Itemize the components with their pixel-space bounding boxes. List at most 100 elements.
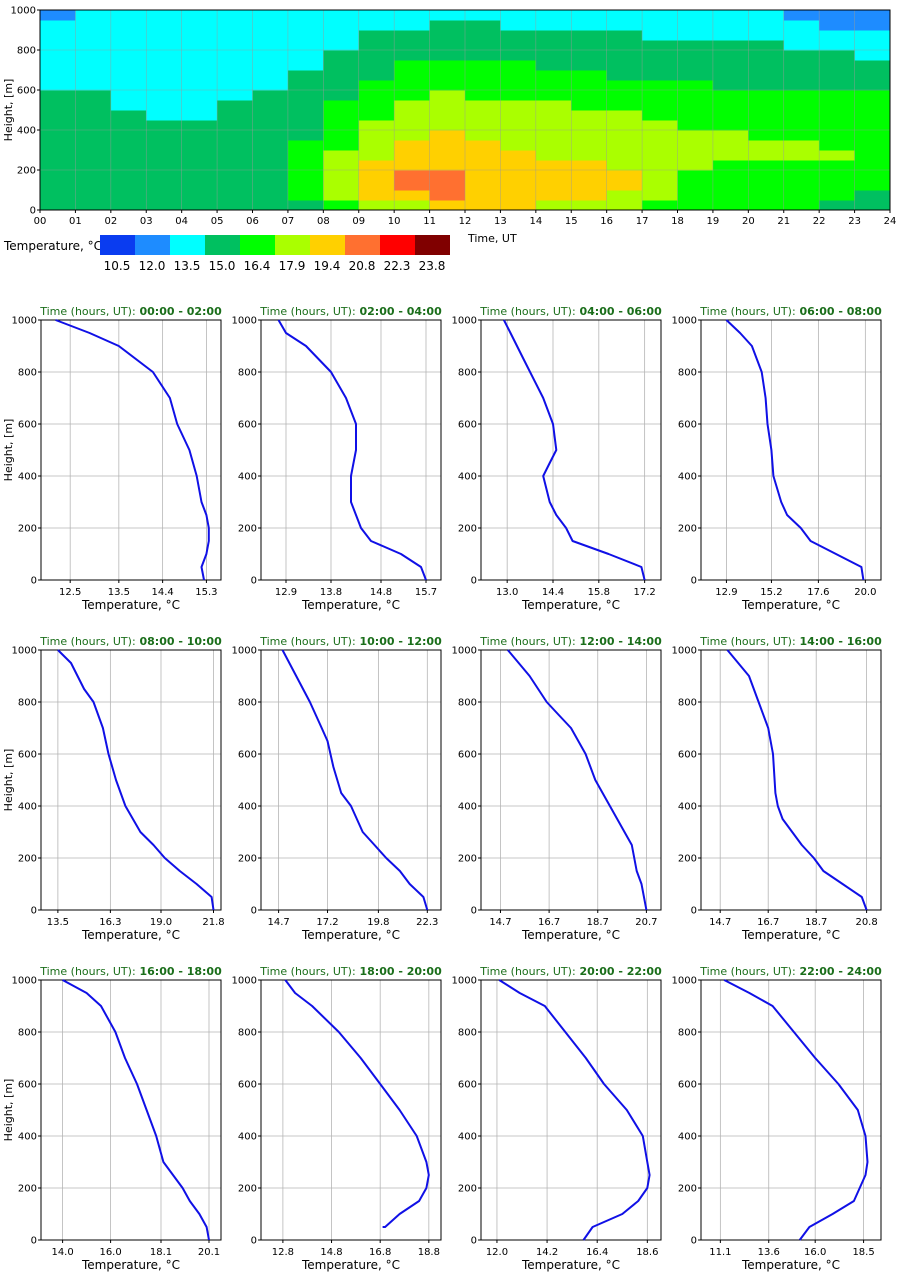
heatmap-cell [358,120,395,131]
profile-title: Time (hours, UT): 10:00 - 12:00 [259,635,442,648]
heatmap-cell [712,170,749,181]
heatmap-cell [358,30,395,41]
heatmap-cell [287,30,324,41]
heatmap-cell [394,20,431,31]
profile-x-tick-label: 15.7 [415,587,437,598]
heatmap-cell [146,150,183,161]
heatmap-cell [819,90,856,101]
profile-y-tick-label: 400 [18,802,37,813]
heatmap-cell [181,130,218,141]
heatmap-cell [358,100,395,111]
profile-x-label: Temperature, °C [741,928,840,942]
profile-title-range: 18:00 - 20:00 [356,965,442,978]
profile-y-tick-label: 0 [691,906,697,917]
heatmap-cell [146,80,183,91]
legend-swatch [345,235,380,255]
heatmap-cell [75,20,112,31]
heatmap-cell [287,160,324,171]
profile-y-tick-label: 200 [18,524,37,535]
heatmap-cell [642,180,678,191]
profile-title-range: 08:00 - 10:00 [136,635,222,648]
profile-y-tick-label: 600 [678,750,697,761]
heatmap-cell [819,180,856,191]
profile-y-tick-label: 400 [238,1132,257,1143]
profile-y-tick-label: 1000 [232,646,257,657]
profile-y-label: Height, [m] [2,749,15,812]
heatmap-cell [465,80,501,91]
heatmap-cell [394,120,431,131]
heatmap-cell [500,160,537,171]
heatmap-cell [642,10,678,21]
heatmap-cell [75,180,112,191]
heatmap-cell [642,20,678,31]
profile-y-tick-label: 200 [18,854,37,865]
profile-title: Time (hours, UT): 08:00 - 10:00 [39,635,222,648]
profile-panel: Time (hours, UT): 04:00 - 06:00 0 200 400 60… [452,305,663,612]
legend-label: 22.3 [384,259,411,273]
heatmap-cell [783,180,820,191]
heatmap-cell [535,10,572,21]
heatmap-cell [323,200,360,211]
heatmap-cell [748,70,785,81]
heatmap-cell [783,30,820,41]
heatmap-cell [146,190,183,201]
profile-title: Time (hours, UT): 16:00 - 18:00 [39,965,222,978]
heatmap-cell [465,150,501,161]
profile-series-line [725,319,865,581]
heatmap-cell [181,170,218,181]
heatmap-cell [429,140,466,151]
heatmap-cell [712,70,749,81]
heatmap-cell [146,20,183,31]
profile-title-prefix: Time (hours, UT): [39,635,135,648]
heatmap-cell [535,90,572,101]
heatmap-cell [75,100,112,111]
heatmap-cell [642,60,678,71]
heatmap-cell [748,130,785,141]
profile-y-tick-label: 600 [18,750,37,761]
heatmap-cell [110,90,147,101]
legend-swatch [170,235,205,255]
heatmap-cell [642,40,678,51]
profile-x-tick-label: 16.7 [757,917,779,928]
heatmap-cell [571,160,608,171]
heatmap-cell [181,110,218,121]
profile-x-tick-label: 12.0 [486,1247,508,1258]
profile-title: Time (hours, UT): 04:00 - 06:00 [479,305,662,318]
profile-x-tick-label: 20.1 [198,1247,220,1258]
profile-x-tick-label: 14.4 [151,587,173,598]
legend-label: 15.0 [209,259,236,273]
profile-y-tick-label: 800 [18,698,37,709]
heatmap-cell [358,150,395,161]
profile-panel: Time (hours, UT): 10:00 - 12:00 0 200 400 60… [232,635,443,942]
heatmap-cell [252,120,289,131]
heatmap-y-tick-label: 600 [17,86,36,97]
heatmap-cell [677,90,714,101]
heatmap-cell [712,30,749,41]
heatmap-cell [500,150,537,161]
profile-y-tick-label: 400 [238,802,257,813]
heatmap-cell [252,200,289,211]
legend-label: 13.5 [174,259,201,273]
heatmap-cell [535,70,572,81]
heatmap-cell [252,90,289,101]
heatmap-cell [783,140,820,151]
profile-y-tick-label: 0 [691,576,697,587]
profile-title: Time (hours, UT): 00:00 - 02:00 [39,305,222,318]
heatmap-cell [500,170,537,181]
profile-x-label: Temperature, °C [521,928,620,942]
heatmap-cell [465,10,501,21]
profile-frame [700,319,882,581]
legend-label: 16.4 [244,259,271,273]
heatmap-cell [819,50,856,61]
heatmap-cell [181,10,218,21]
legend-swatch [310,235,345,255]
heatmap-cell [677,110,714,121]
heatmap-cell [75,10,112,21]
profile-title: Time (hours, UT): 14:00 - 16:00 [699,635,882,648]
heatmap-cell [287,130,324,141]
heatmap-cell [217,60,253,71]
profile-x-label: Temperature, °C [301,928,400,942]
heatmap-cell [677,100,714,111]
heatmap-cell [394,110,431,121]
heatmap-cell [252,10,289,21]
